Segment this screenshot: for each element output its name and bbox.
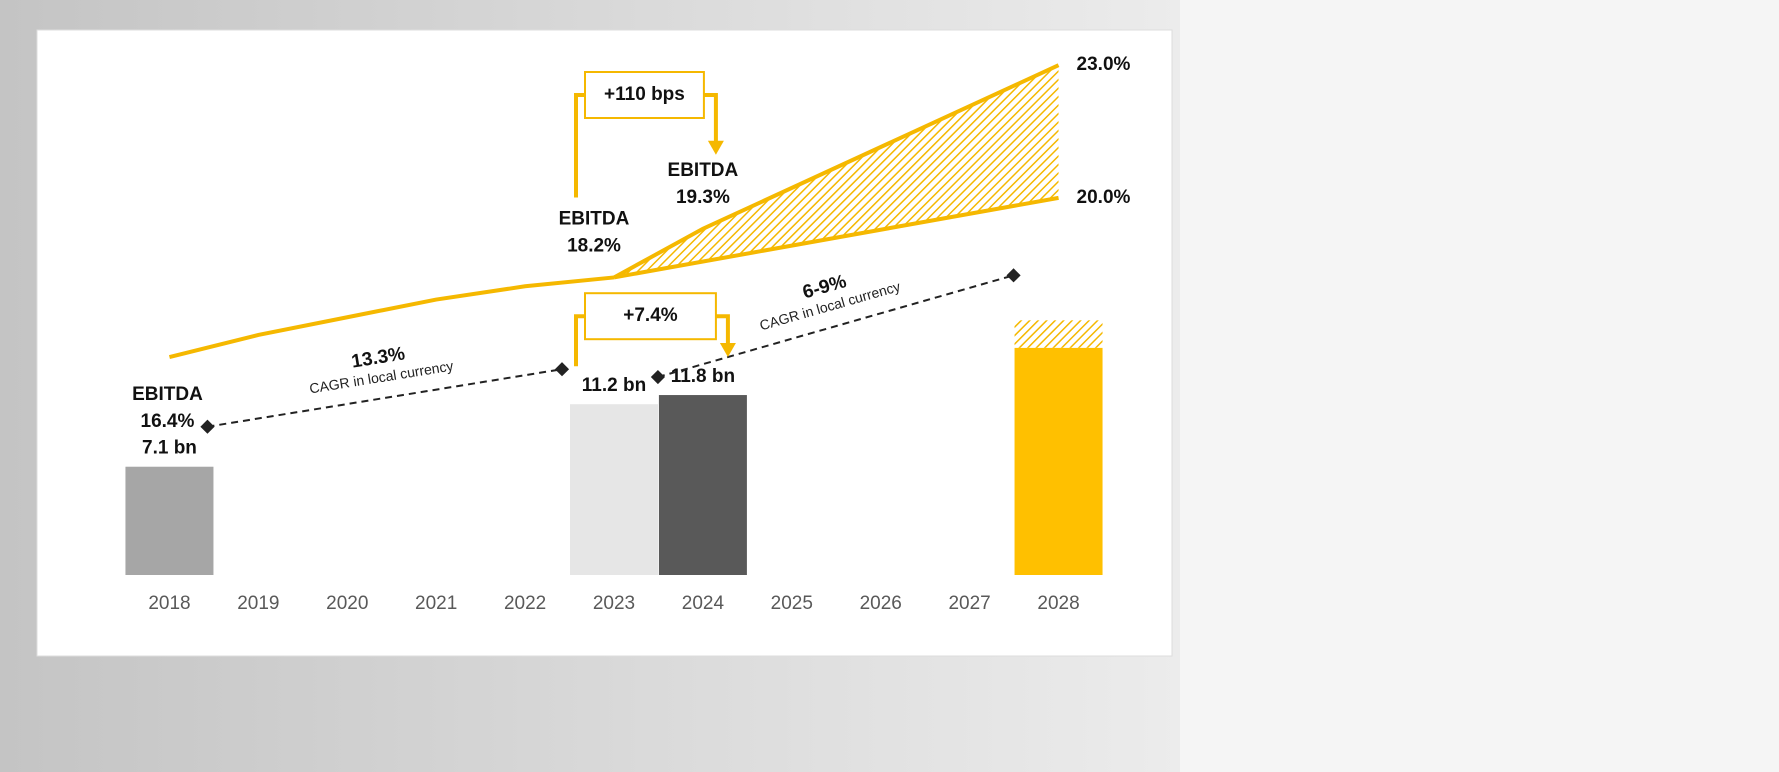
- x-tick-label: 2026: [860, 593, 902, 614]
- cagr-line: [657, 274, 1014, 379]
- point-value-label: 16.4%: [141, 411, 195, 432]
- x-tick-label: 2025: [771, 593, 813, 614]
- bar-value-label: 11.8 bn: [671, 366, 735, 387]
- x-tick-label: 2024: [682, 593, 725, 614]
- point-label: EBITDA: [559, 208, 630, 229]
- margin-line: [613, 63, 1060, 280]
- bracket-label: +7.4%: [623, 305, 678, 326]
- bracket-arrow: [707, 140, 724, 155]
- x-tick-label: 2022: [504, 593, 546, 614]
- point-value-label: 19.3%: [676, 187, 730, 208]
- bar: [570, 404, 658, 575]
- bar: [658, 395, 747, 575]
- cagr-marker: [200, 419, 215, 434]
- side-panel: [1180, 0, 1779, 772]
- point-value-label: 18.2%: [567, 235, 621, 256]
- cagr-marker: [554, 362, 570, 377]
- x-tick-label: 2028: [1037, 593, 1079, 614]
- bar: [125, 466, 214, 575]
- bracket: [574, 314, 730, 367]
- x-tick-label: 2027: [948, 593, 990, 614]
- x-tick-label: 2018: [148, 593, 190, 614]
- bracket-box: [584, 71, 705, 119]
- bar-extension: [1014, 320, 1103, 348]
- margin-line: [613, 195, 1059, 280]
- bar-value-label: 11.2 bn: [582, 375, 646, 396]
- point-label: EBITDA: [668, 160, 739, 181]
- x-tick-label: 2020: [326, 593, 368, 614]
- x-tick-label: 2023: [593, 593, 635, 614]
- bracket-arrow: [719, 343, 736, 358]
- margin-line: [168, 275, 615, 359]
- point-label: EBITDA: [132, 384, 203, 405]
- x-tick-label: 2019: [237, 593, 279, 614]
- line-end-label: 20.0%: [1077, 187, 1131, 208]
- cagr-marker: [650, 369, 665, 385]
- bracket-label: +110 bps: [604, 84, 685, 105]
- x-tick-label: 2021: [415, 593, 457, 614]
- bar: [1014, 347, 1103, 575]
- bracket: [574, 93, 718, 198]
- bracket-box: [584, 292, 717, 341]
- cagr-marker: [1006, 268, 1021, 283]
- line-end-label: 23.0%: [1077, 54, 1131, 75]
- bar-value-label: 7.1 bn: [142, 438, 197, 459]
